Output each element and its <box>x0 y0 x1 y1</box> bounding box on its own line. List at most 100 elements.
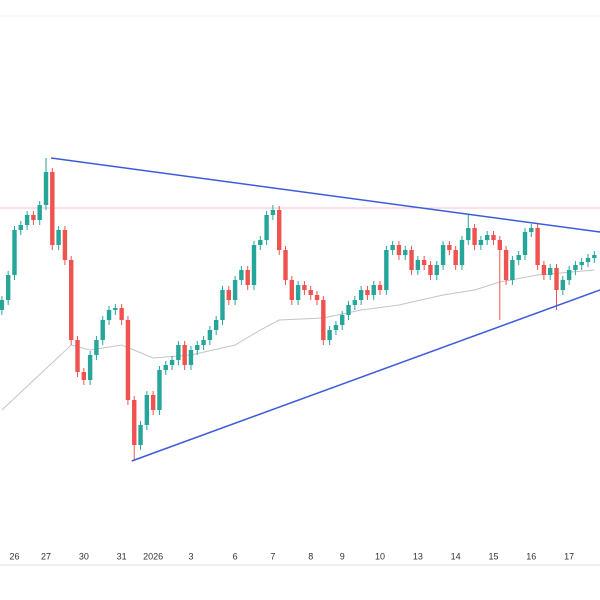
candle-body <box>384 250 389 290</box>
candle-body <box>308 290 313 295</box>
candle-body <box>100 320 105 340</box>
candle-body <box>62 230 68 260</box>
candle-body <box>302 285 307 290</box>
candle-body <box>157 370 162 410</box>
candle-body <box>321 300 326 340</box>
candle-body <box>579 262 584 265</box>
candle-body <box>371 285 376 295</box>
candle-body <box>503 250 509 280</box>
candle-body <box>251 245 257 285</box>
x-tick-label: 15 <box>488 551 498 561</box>
candle-body <box>459 240 465 265</box>
candle-body <box>43 172 49 205</box>
candle-body <box>213 320 219 330</box>
candle-body <box>548 268 553 275</box>
candle-body <box>365 290 370 295</box>
candle-body <box>220 290 225 320</box>
candle-body <box>327 330 332 340</box>
candle-body <box>31 215 36 220</box>
x-tick-label: 13 <box>413 551 423 561</box>
candle-body <box>585 258 591 262</box>
candle-body <box>5 275 11 300</box>
candle-body <box>226 290 231 300</box>
x-tick-label: 30 <box>79 551 89 561</box>
candle-body <box>150 395 156 410</box>
candle-body <box>428 265 433 275</box>
candle-body <box>340 315 345 325</box>
candle-body <box>56 230 61 245</box>
candle-body <box>396 245 402 255</box>
candle-body <box>484 235 490 240</box>
candle-body <box>453 250 458 265</box>
x-tick-label: 31 <box>117 551 127 561</box>
candle-body <box>440 245 446 265</box>
candle-body <box>352 300 358 305</box>
candle-body <box>87 355 93 380</box>
x-tick-label: 26 <box>9 551 19 561</box>
candle-body <box>289 280 295 300</box>
candle-body <box>201 340 206 345</box>
candle-body <box>478 240 484 245</box>
candle-body <box>403 250 408 255</box>
candle-body <box>295 285 301 300</box>
candle-body <box>573 265 578 270</box>
candle-body <box>138 425 143 445</box>
x-tick-label: 9 <box>340 551 345 561</box>
candle-body <box>188 350 194 365</box>
candle-body <box>239 270 244 280</box>
candle-body <box>529 228 534 232</box>
x-tick-label: 3 <box>188 551 193 561</box>
candle-body <box>592 255 597 258</box>
candle-body <box>176 345 181 360</box>
candle-body <box>163 365 168 370</box>
candle-body <box>522 232 528 255</box>
candle-body <box>144 395 150 425</box>
candle-body <box>106 310 112 320</box>
candle-body <box>415 260 421 270</box>
candle-body <box>560 280 566 290</box>
candle-body <box>94 340 99 355</box>
candle-body <box>24 215 30 225</box>
candle-body <box>390 245 395 250</box>
x-tick-label: 16 <box>526 551 536 561</box>
x-tick-label: 17 <box>564 551 574 561</box>
x-tick-label: 8 <box>308 551 313 561</box>
x-tick-label: 7 <box>270 551 275 561</box>
candle-body <box>421 260 427 265</box>
candle-body <box>0 300 5 310</box>
candle-body <box>75 340 80 372</box>
candle-body <box>472 228 477 245</box>
candle-body <box>276 210 282 250</box>
candle-body <box>358 290 364 300</box>
trendline <box>50 157 600 233</box>
candle-body <box>264 215 269 240</box>
x-tick-label: 2026 <box>143 551 163 561</box>
x-tick-label: 6 <box>233 551 238 561</box>
candle-body <box>270 210 276 215</box>
candle-body <box>169 360 175 365</box>
candle-body <box>409 250 414 270</box>
candle-body <box>510 260 515 280</box>
candle-body <box>113 308 118 310</box>
candle-body <box>207 330 213 340</box>
candle-body <box>232 280 238 300</box>
x-tick-label: 27 <box>41 551 51 561</box>
candle-body <box>497 240 502 250</box>
candle-body <box>516 255 521 260</box>
x-tick-label: 14 <box>451 551 461 561</box>
candle-body <box>566 270 572 280</box>
candle-body <box>535 228 540 265</box>
candle-body <box>333 325 339 330</box>
candle-body <box>69 260 74 340</box>
candle-body <box>491 235 496 240</box>
candle-body <box>195 345 200 350</box>
moving-average <box>1 269 595 411</box>
candle-body <box>18 225 24 230</box>
candle-body <box>182 345 187 365</box>
candle-body <box>81 372 87 380</box>
candle-body <box>541 265 547 275</box>
candle-body <box>314 295 320 300</box>
candle-body <box>346 305 351 315</box>
